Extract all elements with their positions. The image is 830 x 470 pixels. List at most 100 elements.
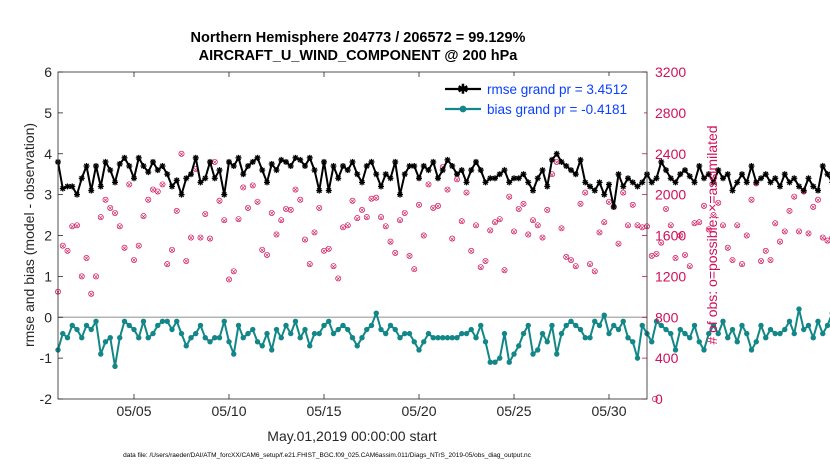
obs-possible-point: [349, 197, 356, 204]
rmse-point: [192, 154, 199, 161]
obs-assimilated-point: ×: [683, 251, 688, 260]
obs-possible-point: [112, 210, 118, 216]
obs-assimilated-point: ×: [787, 207, 792, 216]
obs-possible-point: [539, 234, 546, 241]
bias-point: [435, 334, 441, 341]
bias-point: [805, 322, 812, 329]
rmse-point: [349, 158, 356, 165]
obs-possible-point: [810, 203, 817, 210]
bias-point: [131, 326, 137, 333]
bias-point: [554, 351, 560, 357]
rmse-point: [297, 156, 304, 163]
obs-possible-point: [449, 235, 456, 242]
obs-assimilated-point: ×: [626, 221, 631, 230]
bias-point: [197, 322, 204, 329]
obs-assimilated-point: ×: [502, 266, 507, 275]
bias-point: [639, 322, 645, 329]
obs-assimilated-point: ×: [512, 228, 517, 237]
bias-point: [330, 330, 337, 337]
bias-point: [468, 326, 474, 333]
rmse-point: [534, 175, 541, 182]
obs-possible-point: [563, 254, 570, 260]
rmse-point: [254, 154, 261, 161]
bias-point: [364, 326, 370, 333]
rmse-point: [435, 175, 441, 182]
obs-possible-point: [701, 202, 707, 209]
obs-possible-point: [297, 196, 304, 203]
rmse-point: [648, 179, 655, 186]
rmse-point: [131, 175, 137, 182]
obs-assimilated-point: ×: [564, 253, 569, 262]
obs-possible-point: [463, 189, 470, 196]
obs-assimilated-point: ×: [160, 181, 165, 190]
bias-point: [563, 322, 569, 329]
y2-tick-label: 0: [655, 391, 663, 407]
rmse-point: [739, 171, 745, 178]
obs-assimilated-point: ×: [236, 215, 241, 224]
bias-point: [216, 334, 223, 341]
obs-assimilated-point: ×: [274, 231, 279, 240]
bias-point: [288, 330, 294, 337]
obs-possible-point: [107, 204, 114, 211]
bias-point: [672, 347, 679, 353]
bias-point: [164, 318, 170, 325]
bias-point: [136, 334, 142, 341]
legend-bias-marker: [459, 105, 467, 113]
rmse-point: [572, 171, 579, 178]
bias-point: [615, 326, 622, 333]
obs-possible-point: [335, 275, 342, 282]
obs-assimilated-point: ×: [75, 221, 80, 230]
obs-assimilated-point: ×: [635, 221, 640, 230]
bias-point: [307, 343, 313, 349]
obs-possible-point: [93, 273, 99, 280]
y2-tick-label: 2400: [655, 146, 686, 162]
rmse-point: [724, 171, 731, 178]
obs-assimilated-point: ×: [702, 202, 707, 211]
obs-possible-point: [221, 217, 228, 224]
rmse-point: [482, 179, 489, 186]
bias-point: [126, 322, 132, 329]
obs-assimilated-point: ×: [65, 247, 70, 256]
rmse-point: [796, 183, 802, 190]
obs-possible-point: [363, 214, 370, 221]
obs-assimilated-point: ×: [820, 234, 825, 243]
y2-tick-label: 800: [655, 309, 679, 325]
bias-point: [150, 330, 156, 337]
obs-assimilated-point: ×: [516, 205, 521, 214]
bias-point: [359, 334, 365, 341]
obs-assimilated-point: ×: [193, 165, 198, 174]
obs-possible-point: [240, 184, 247, 191]
bias-point: [577, 326, 584, 333]
rmse-point: [245, 163, 251, 170]
obs-assimilated-point: ×: [136, 242, 141, 251]
bias-point: [767, 326, 774, 333]
obs-possible-point: [202, 211, 209, 217]
rmse-point: [810, 183, 817, 190]
rmse-point: [311, 167, 318, 174]
obs-assimilated-point: ×: [421, 232, 426, 241]
obs-possible-point: [378, 214, 384, 221]
obs-assimilated-point: ×: [768, 256, 773, 265]
rmse-point: [83, 163, 90, 170]
x-tick-label: 05/25: [496, 403, 531, 419]
obs-possible-point: [254, 198, 261, 205]
rmse-point: [112, 179, 118, 186]
obs-possible-point: [416, 201, 422, 208]
obs-assimilated-point: ×: [607, 198, 612, 207]
rmse-point: [753, 179, 760, 186]
rmse-point: [743, 179, 750, 186]
bias-point: [444, 334, 451, 341]
obs-possible-point: [758, 258, 764, 264]
obs-possible-point: [397, 217, 403, 224]
obs-assimilated-point: ×: [825, 237, 830, 246]
obs-assimilated-point: ×: [212, 158, 217, 167]
rmse-point: [525, 179, 532, 186]
obs-possible-point: [330, 263, 337, 270]
obs-assimilated-point: ×: [303, 236, 308, 245]
obs-assimilated-point: ×: [673, 254, 678, 263]
bias-point: [326, 318, 332, 325]
bias-point: [74, 326, 80, 333]
obs-assimilated-point: ×: [773, 219, 778, 228]
obs-assimilated-point: ×: [592, 267, 597, 276]
obs-possible-point: [786, 208, 793, 214]
